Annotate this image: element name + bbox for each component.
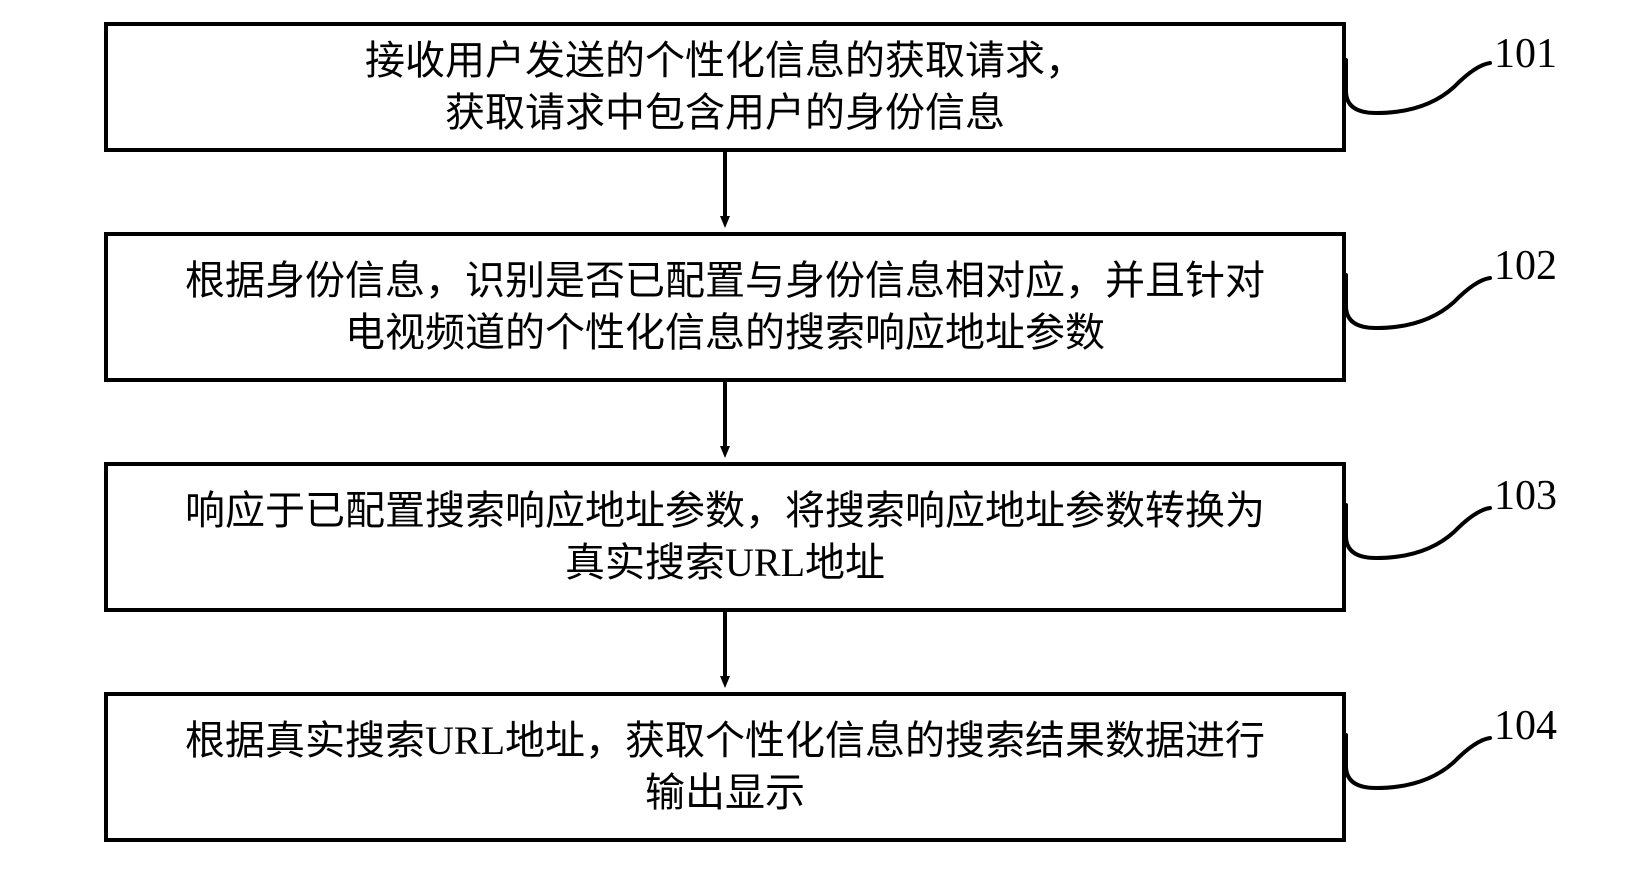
step-label-103: 103: [1494, 472, 1557, 520]
flow-step-4-text: 根据真实搜索URL地址，获取个性化信息的搜索结果数据进行 输出显示: [185, 715, 1265, 819]
step-label-104: 104: [1494, 702, 1557, 750]
flow-step-1-text: 接收用户发送的个性化信息的获取请求， 获取请求中包含用户的身份信息: [365, 35, 1085, 139]
step-label-101: 101: [1494, 30, 1557, 78]
step-label-102: 102: [1494, 242, 1557, 290]
flow-step-3: 响应于已配置搜索响应地址参数，将搜索响应地址参数转换为 真实搜索URL地址: [104, 462, 1346, 612]
flowchart-canvas: 接收用户发送的个性化信息的获取请求， 获取请求中包含用户的身份信息 根据身份信息…: [0, 0, 1636, 880]
flow-step-3-text: 响应于已配置搜索响应地址参数，将搜索响应地址参数转换为 真实搜索URL地址: [185, 485, 1265, 589]
flow-step-2: 根据身份信息，识别是否已配置与身份信息相对应，并且针对 电视频道的个性化信息的搜…: [104, 232, 1346, 382]
flow-step-4: 根据真实搜索URL地址，获取个性化信息的搜索结果数据进行 输出显示: [104, 692, 1346, 842]
flow-step-1: 接收用户发送的个性化信息的获取请求， 获取请求中包含用户的身份信息: [104, 22, 1346, 152]
flow-step-2-text: 根据身份信息，识别是否已配置与身份信息相对应，并且针对 电视频道的个性化信息的搜…: [185, 255, 1265, 359]
